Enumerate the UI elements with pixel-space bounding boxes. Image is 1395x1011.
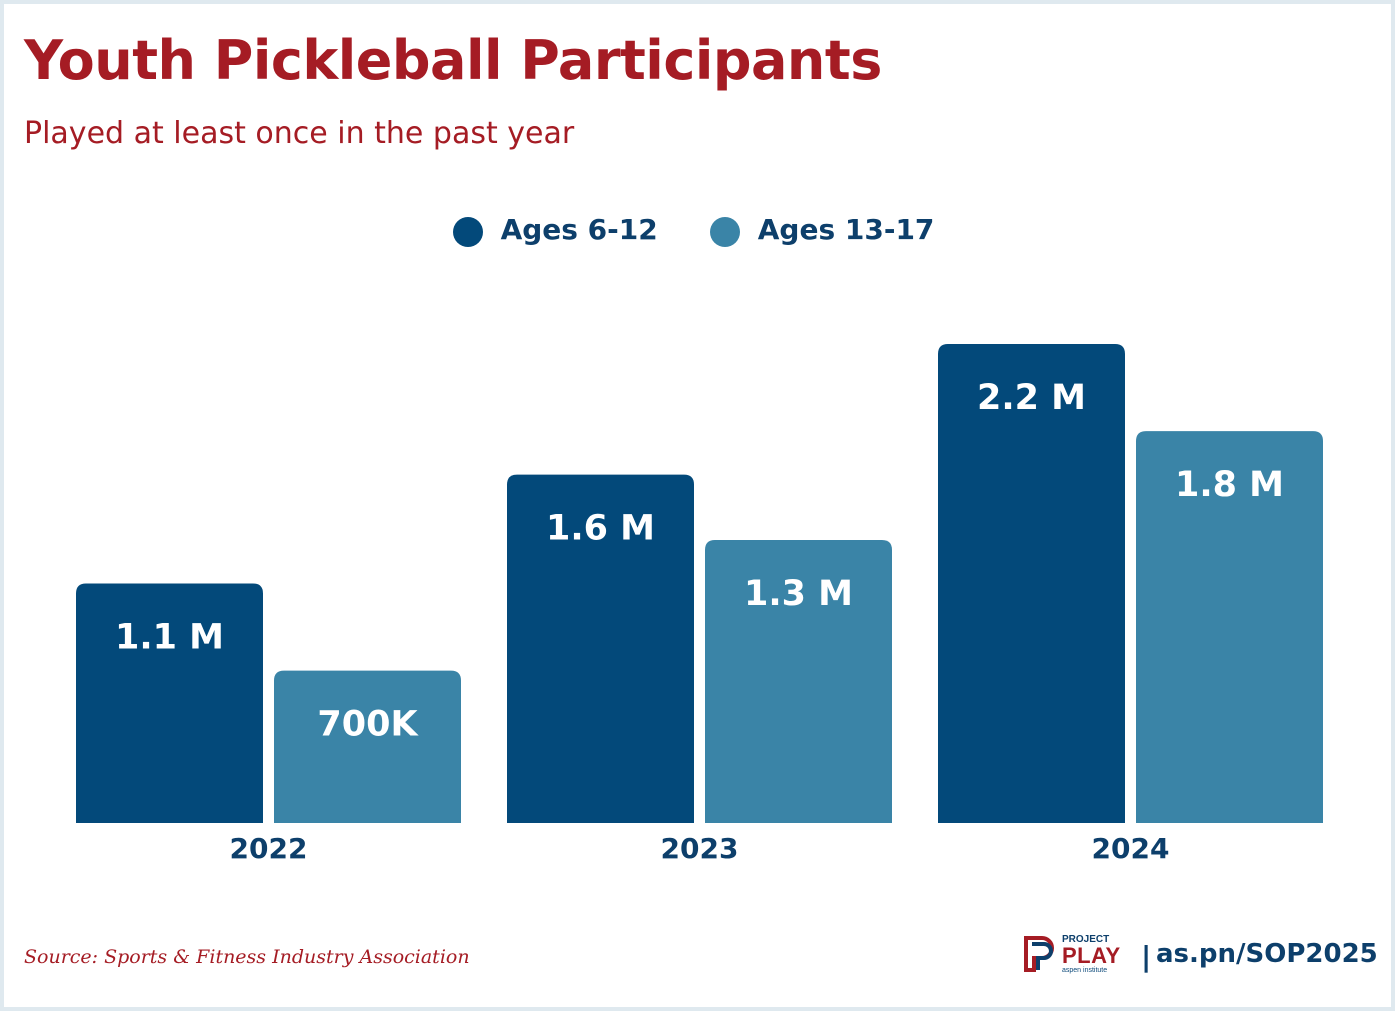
bar-chart: 1.1 M 700K 2022 1.6 M 1.3 M 2023 2.2 M 1.8 M 202… (76, 344, 1323, 865)
footer-url: as.pn/SOP2025 (1156, 939, 1378, 969)
bar-data-label: 1.6 M (546, 509, 655, 549)
logo-top-text: PROJECT (1062, 933, 1110, 945)
legend-item-ages-6-12: Ages 6-12 (452, 211, 658, 247)
bar-2024-ages-13-17 (1136, 431, 1323, 823)
footer-divider: | (1141, 940, 1152, 973)
bar-2024-ages-6-12 (938, 344, 1125, 823)
bar-2022-ages-6-12 (76, 583, 263, 823)
bar-2023-ages-13-17 (705, 539, 892, 823)
x-tick-label: 2023 (661, 832, 739, 865)
bar-data-label: 1.3 M (744, 574, 853, 614)
chart-legend: Ages 6-12 Ages 13-17 (4, 211, 1391, 247)
bar-data-label: 1.8 M (1175, 465, 1284, 505)
source-note: Source: Sports & Fitness Industry Associ… (24, 946, 470, 968)
page-subtitle: Played at least once in the past year (24, 116, 575, 151)
bar-data-label: 700K (317, 705, 419, 745)
legend-swatch-circle-icon (709, 217, 740, 247)
bar-data-label: 1.1 M (115, 618, 224, 658)
logo-bottom-text: aspen institute (1062, 966, 1108, 974)
project-play-logo-icon (1024, 936, 1054, 972)
legend-swatch-circle-icon (452, 217, 483, 247)
bar-2023-ages-6-12 (507, 474, 694, 823)
logo-main-text: PLAY (1062, 942, 1121, 968)
legend-label: Ages 6-12 (500, 212, 658, 246)
logo-wordmark: PROJECT PLAY aspen institute (1062, 933, 1121, 974)
x-tick-label: 2022 (230, 832, 308, 865)
page-title: Youth Pickleball Participants (24, 29, 882, 92)
legend-label: Ages 13-17 (757, 212, 935, 246)
bar-data-label: 2.2 M (977, 378, 1086, 418)
x-tick-label: 2024 (1092, 832, 1170, 865)
legend-item-ages-13-17: Ages 13-17 (709, 211, 935, 247)
bar-2022-ages-13-17 (274, 670, 461, 823)
project-play-logo: PROJECT PLAY aspen institute (1022, 934, 1121, 974)
